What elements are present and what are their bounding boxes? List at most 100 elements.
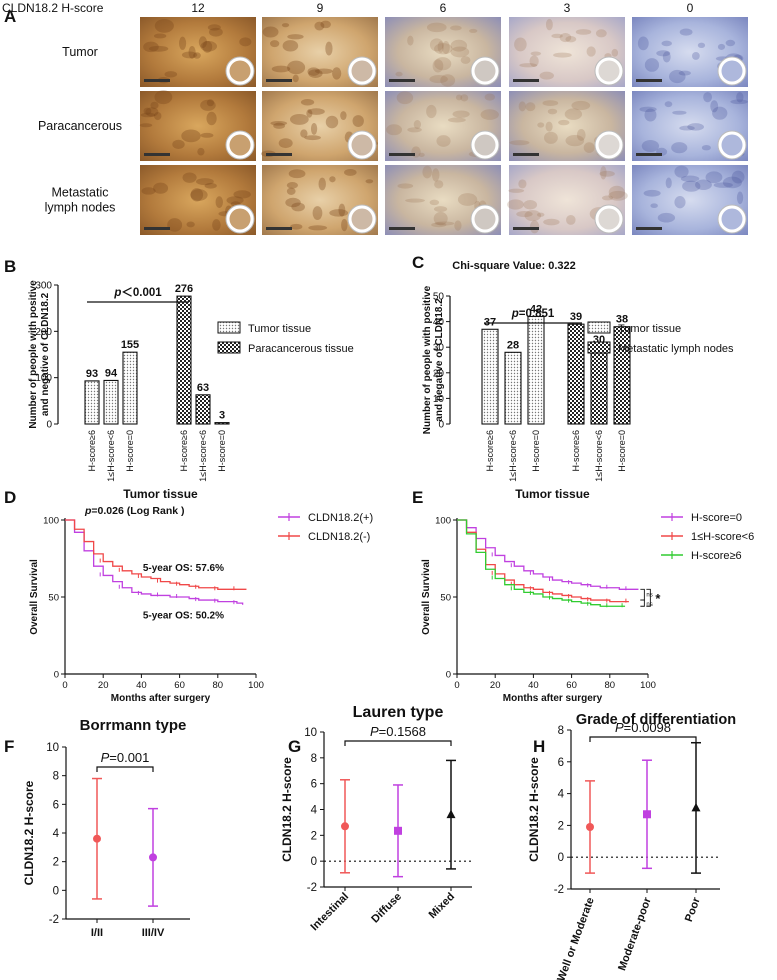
- tissue-texture: [290, 113, 309, 125]
- legend-swatch: [217, 341, 241, 354]
- x-axis-label: Months after surgery: [503, 693, 603, 704]
- x-category-label: 1≤H-score<6: [508, 430, 518, 482]
- tissue-texture: [736, 191, 744, 205]
- y-tick-label: 100: [35, 373, 52, 384]
- tissue-texture: [325, 41, 333, 56]
- tissue-texture: [200, 41, 218, 52]
- y-tick-label: 0: [558, 852, 564, 864]
- tissue-texture: [558, 119, 570, 126]
- mean-marker: [643, 810, 651, 819]
- x-category-label: H-score≥6: [179, 430, 189, 471]
- tissue-texture: [611, 48, 619, 57]
- y-tick-label: 40: [433, 317, 445, 328]
- tissue-texture: [286, 182, 299, 189]
- tissue-texture: [308, 69, 323, 78]
- tma-core-stain: [229, 208, 251, 230]
- tissue-texture: [200, 99, 216, 111]
- scale-bar: [513, 153, 539, 156]
- tissue-texture: [273, 122, 286, 129]
- scale-bar: [513, 227, 539, 230]
- legend-label: H-score=0: [691, 512, 742, 524]
- tissue-texture: [396, 91, 414, 105]
- tma-core-stain: [351, 60, 373, 82]
- column-score-label: 6: [440, 1, 447, 15]
- p-symbol: p: [113, 287, 121, 299]
- tissue-texture: [386, 124, 402, 136]
- tissue-texture: [422, 165, 433, 179]
- tissue-texture: [282, 40, 299, 52]
- tissue-texture: [460, 94, 469, 102]
- scale-bar: [389, 79, 415, 82]
- ihc-micrograph: [262, 17, 378, 87]
- tissue-texture: [308, 225, 328, 231]
- tissue-texture: [484, 93, 496, 101]
- legend-label: CLDN18.2(+): [308, 512, 373, 524]
- legend-label: CLDN18.2(-): [308, 531, 370, 543]
- bar: [613, 326, 631, 425]
- significance-bracket: [96, 766, 154, 772]
- legend-label: Tumor tissue: [618, 323, 681, 335]
- y-tick-label: 8: [311, 753, 317, 765]
- tissue-texture: [523, 199, 538, 210]
- y-tick-label: 4: [53, 828, 60, 840]
- tissue-texture: [332, 67, 342, 80]
- legend-label: 1≤H-score<6: [691, 531, 754, 543]
- x-tick-label: 80: [213, 680, 224, 691]
- tissue-texture: [565, 36, 577, 43]
- bar-value-label: 93: [86, 368, 98, 380]
- tissue-texture: [206, 111, 217, 126]
- x-tick-label: 80: [605, 680, 616, 691]
- y-tick-label: 2: [53, 857, 59, 869]
- tissue-texture: [397, 183, 414, 189]
- tissue-texture: [405, 198, 425, 203]
- scale-bar: [513, 79, 539, 82]
- tissue-texture: [202, 40, 213, 53]
- tma-core-stain: [721, 208, 743, 230]
- tissue-texture: [722, 176, 742, 189]
- tissue-texture: [196, 178, 214, 186]
- tissue-texture: [204, 182, 217, 189]
- tissue-texture: [669, 69, 686, 84]
- tissue-texture: [262, 26, 279, 38]
- tissue-texture: [440, 74, 456, 87]
- tissue-texture: [542, 100, 559, 106]
- tma-core-stain: [229, 60, 251, 82]
- survival-curve: [457, 519, 639, 590]
- tissue-texture: [695, 179, 712, 191]
- y-tick-label: 6: [558, 757, 564, 769]
- tissue-texture: [290, 223, 303, 230]
- y-tick-label: 0: [311, 856, 317, 868]
- y-axis-label: Overall Survival: [29, 559, 40, 635]
- ihc-micrograph: [385, 165, 501, 235]
- comparison-bracket: [646, 588, 651, 607]
- p-value-text: =0.1568: [379, 724, 426, 739]
- bar-value-label: 63: [197, 382, 209, 394]
- five-year-os-annotation: 5-year OS: 50.2%: [143, 611, 224, 622]
- legend-label: Paracancerous tissue: [248, 343, 354, 355]
- tissue-texture: [172, 139, 185, 149]
- tissue-texture: [285, 197, 301, 208]
- comparison-bracket: [640, 599, 645, 607]
- scale-bar: [144, 79, 170, 82]
- five-year-os-annotation: 5-year OS: 57.6%: [143, 563, 224, 574]
- p-symbol: P: [615, 720, 624, 735]
- tissue-texture: [480, 109, 499, 120]
- bar-value-label: 38: [616, 314, 628, 326]
- tissue-texture: [643, 189, 661, 197]
- tissue-texture: [566, 214, 576, 225]
- y-tick-label: 6: [53, 799, 59, 811]
- survival-curve: [65, 519, 247, 590]
- ihc-micrograph: [140, 17, 256, 87]
- tissue-texture: [601, 195, 614, 201]
- legend-label: Metastatic lymph nodes: [618, 343, 734, 355]
- tissue-texture: [697, 42, 706, 48]
- tissue-texture: [530, 51, 542, 56]
- scale-bar: [266, 79, 292, 82]
- tissue-texture: [457, 193, 478, 206]
- tissue-texture: [436, 135, 451, 147]
- ihc-micrograph: [632, 91, 748, 161]
- tissue-texture: [179, 36, 187, 50]
- x-axis-label: Months after surgery: [111, 693, 211, 704]
- bar: [567, 323, 585, 425]
